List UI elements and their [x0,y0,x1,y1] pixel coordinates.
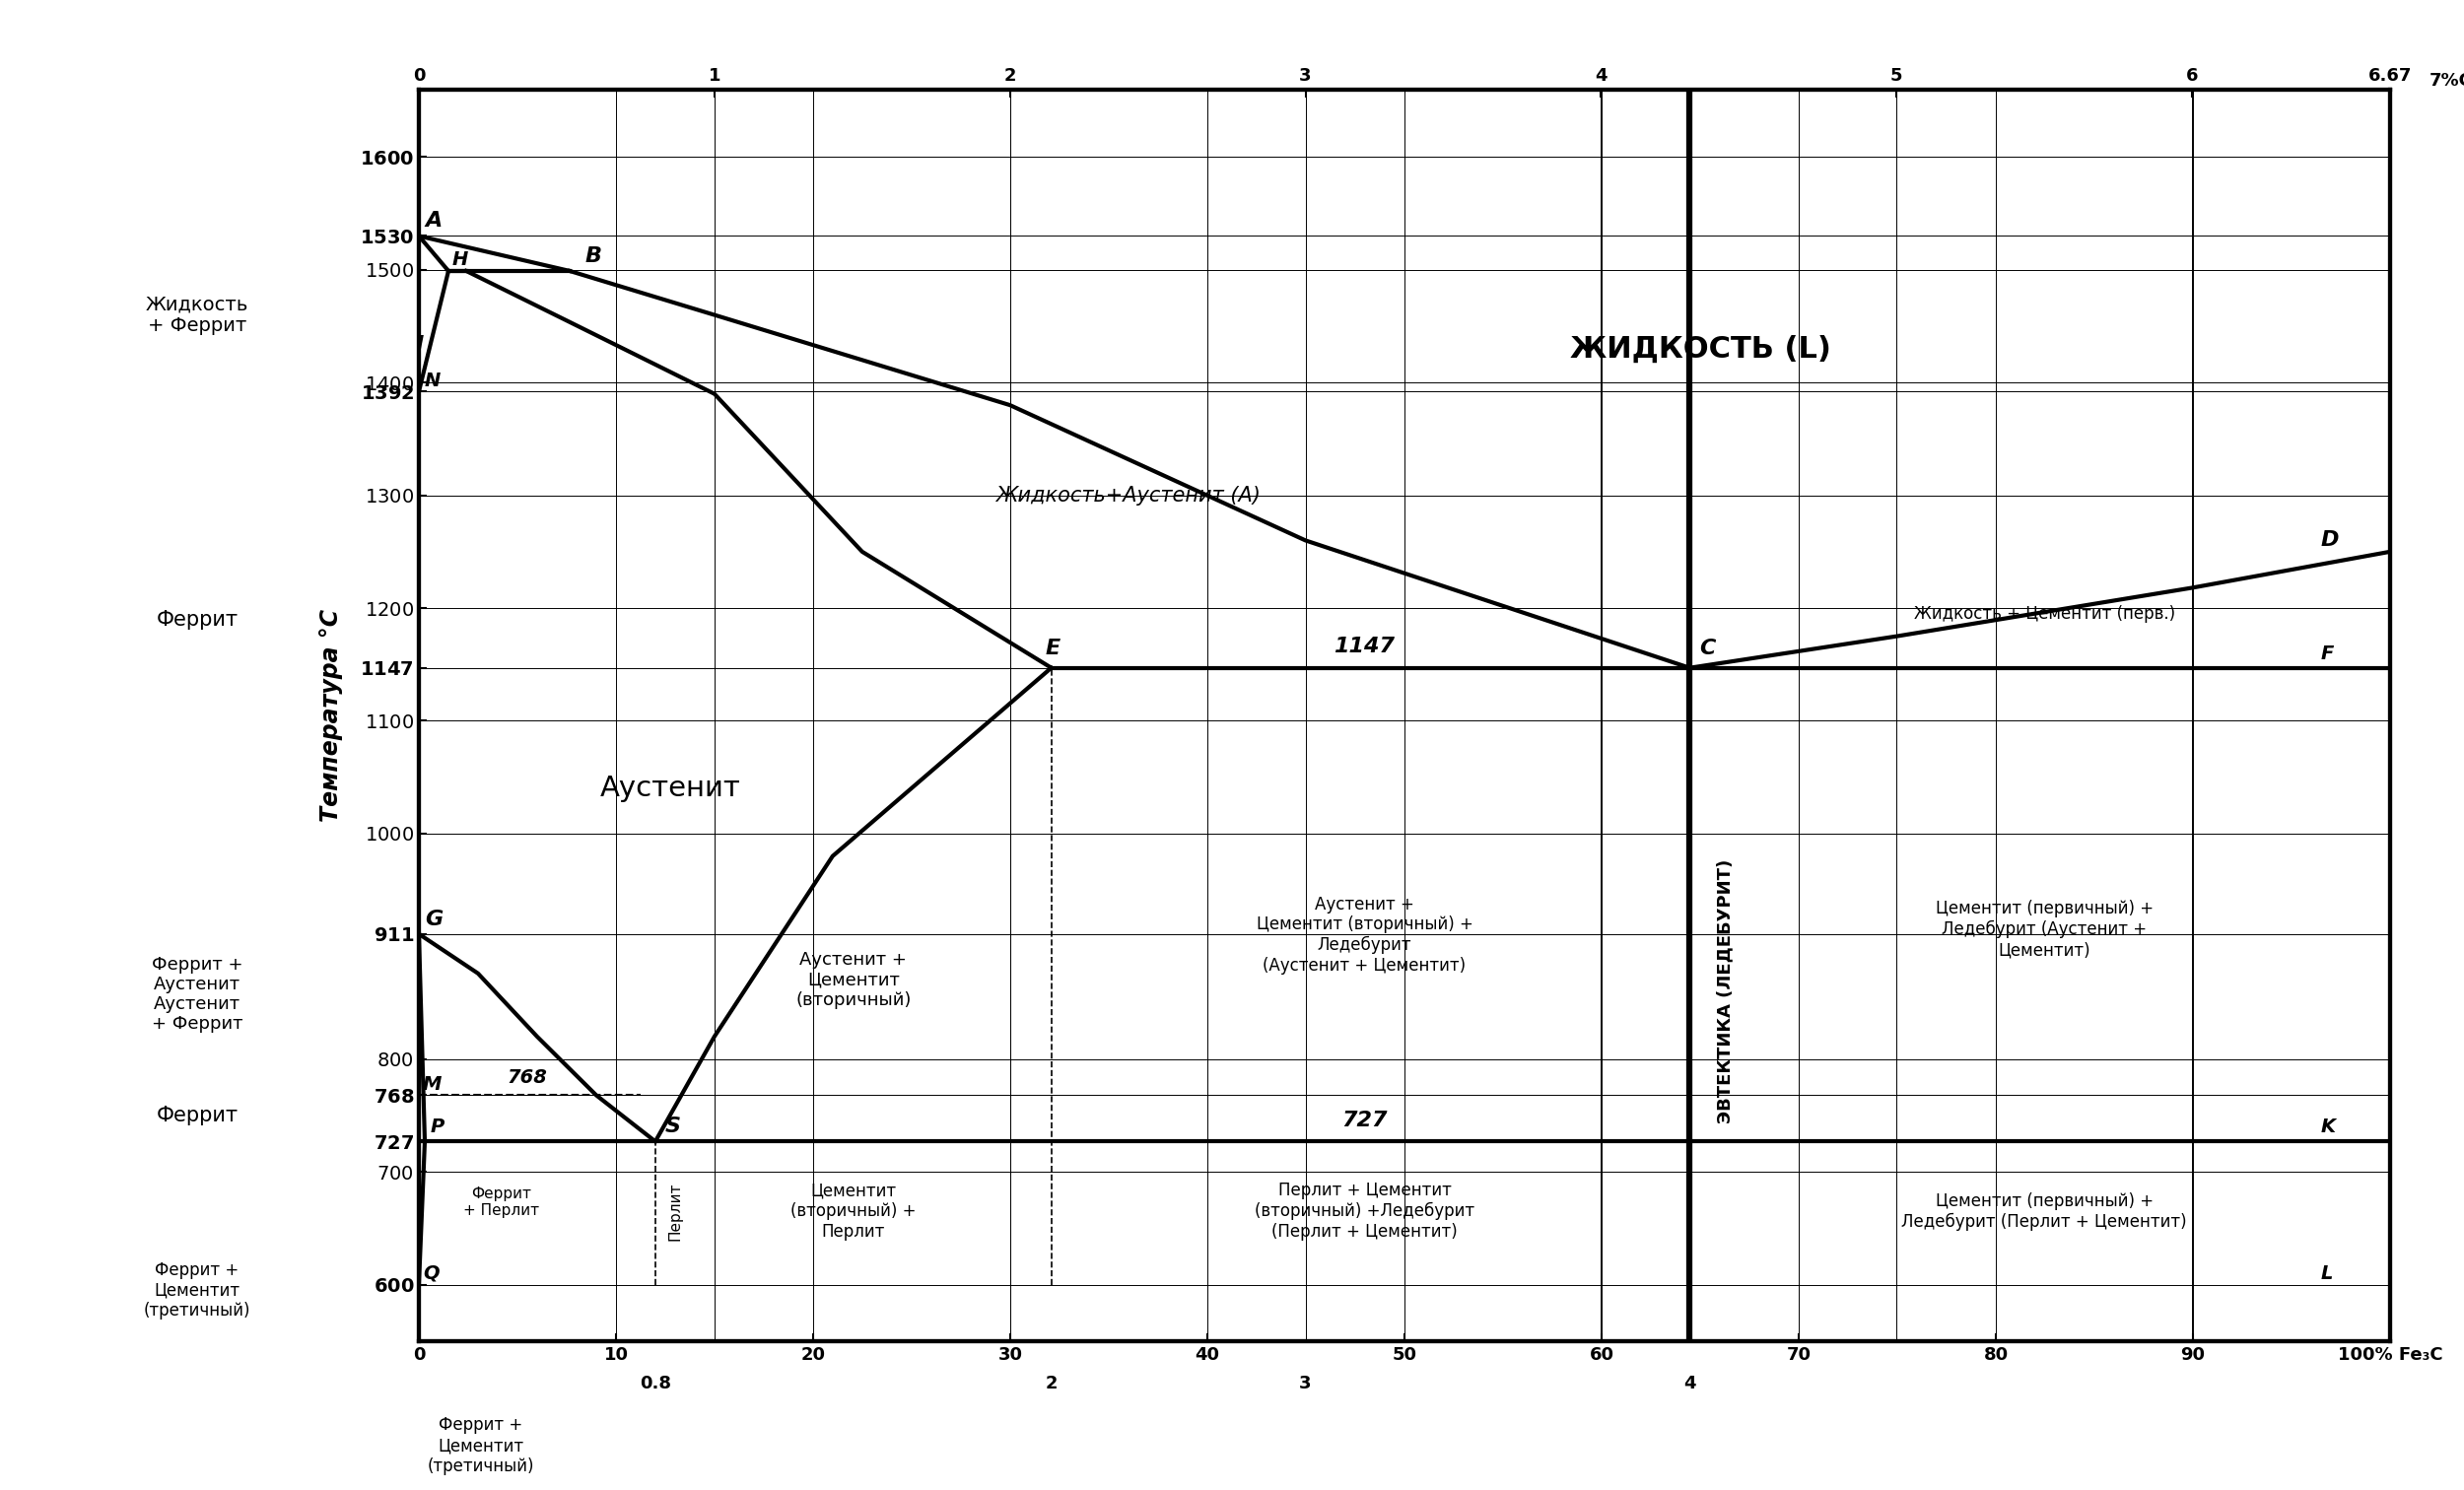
Text: L: L [2321,1264,2333,1283]
Text: 3: 3 [1299,1375,1311,1393]
Text: Перлит: Перлит [668,1182,683,1241]
Text: Аустенит +
Цементит
(вторичный): Аустенит + Цементит (вторичный) [796,951,912,1010]
Text: M: M [424,1074,441,1094]
Text: G: G [424,909,444,928]
Text: Феррит
+ Перлит: Феррит + Перлит [463,1186,540,1219]
Text: S: S [665,1116,680,1137]
Text: 1147: 1147 [1333,636,1395,657]
Text: Аустенит +
Цементит (вторичный) +
Ледебурит
(Аустенит + Цементит): Аустенит + Цементит (вторичный) + Ледебу… [1257,895,1473,974]
Text: Цементит (первичный) +
Ледебурит (Аустенит +
Цементит): Цементит (первичный) + Ледебурит (Аустен… [1934,900,2154,960]
Text: F: F [2321,644,2333,663]
Text: Перлит + Цементит
(вторичный) +Ледебурит
(Перлит + Цементит): Перлит + Цементит (вторичный) +Ледебурит… [1254,1182,1473,1241]
Text: 4: 4 [1683,1375,1695,1393]
Text: Жидкость + Цементит (перв.): Жидкость + Цементит (перв.) [1915,605,2176,623]
Text: B: B [586,246,601,265]
Y-axis label: Температура °С: Температура °С [320,609,342,821]
Text: Цементит
(вторичный) +
Перлит: Цементит (вторичный) + Перлит [791,1182,917,1241]
Text: Феррит +
Цементит
(третичный): Феррит + Цементит (третичный) [143,1261,251,1320]
Text: P: P [431,1118,444,1137]
Text: 768: 768 [508,1068,547,1088]
Text: C: C [1700,639,1715,659]
Text: ЖИДКОСТЬ (L): ЖИДКОСТЬ (L) [1570,334,1831,364]
Text: 0.8: 0.8 [641,1375,670,1393]
Text: A: A [424,212,441,231]
Text: Феррит +
Аустенит: Феррит + Аустенит [153,955,241,994]
Text: Жидкость+Аустенит (A): Жидкость+Аустенит (A) [995,486,1262,505]
Text: 2: 2 [1045,1375,1057,1393]
Text: 7%C: 7%C [2430,72,2464,89]
Text: D: D [2321,530,2338,550]
Text: E: E [1045,639,1060,659]
Text: N: N [424,371,441,390]
Text: H: H [453,250,468,270]
Text: Феррит: Феррит [155,609,239,629]
Text: 727: 727 [1343,1110,1387,1129]
Text: Аустенит
+ Феррит: Аустенит + Феррит [153,995,241,1033]
Text: Феррит +
Цементит
(третичный): Феррит + Цементит (третичный) [426,1417,535,1475]
Text: Цементит (первичный) +
Ледебурит (Перлит + Цементит): Цементит (первичный) + Ледебурит (Перлит… [1902,1192,2188,1231]
Text: K: K [2321,1118,2336,1137]
Text: Аустенит: Аустенит [599,775,742,802]
Text: Жидкость
+ Феррит: Жидкость + Феррит [145,295,249,335]
Text: ЭВТЕКТИКА (ЛЕДЕБУРИТ): ЭВТЕКТИКА (ЛЕДЕБУРИТ) [1717,860,1735,1123]
Text: Q: Q [424,1264,439,1283]
Text: I: I [416,334,424,353]
Text: Феррит: Феррит [155,1106,239,1125]
